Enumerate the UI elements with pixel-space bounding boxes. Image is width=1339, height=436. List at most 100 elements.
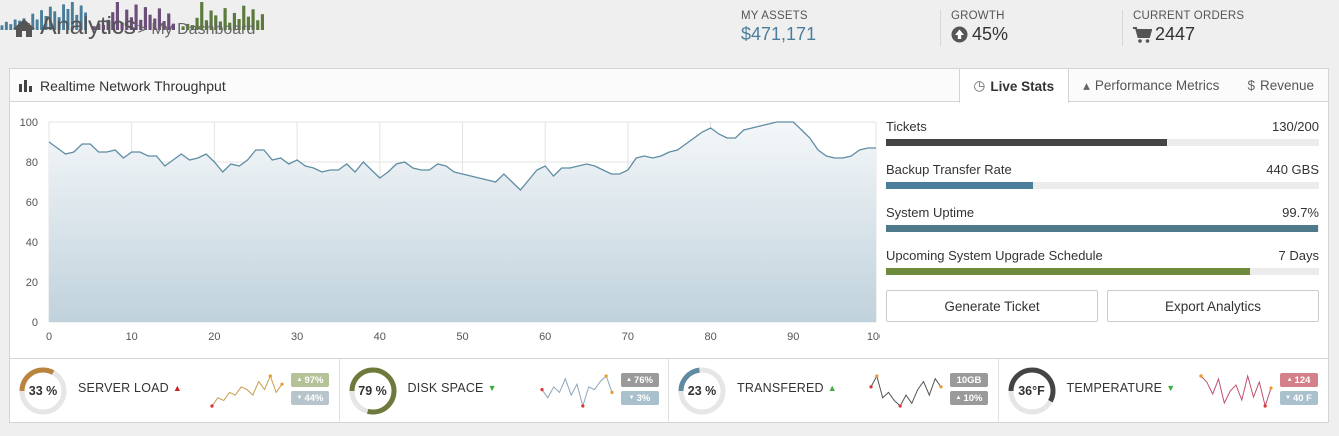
footer-temperature: 36°F TEMPERATURE ▼ ▲ 124 ▼ 40 F (999, 359, 1329, 423)
tab-revenue[interactable]: $ Revenue (1233, 69, 1328, 102)
header-bar (200, 2, 204, 30)
badge-text: 44% (304, 392, 324, 404)
header-bar (232, 12, 236, 30)
badge-text: 10% (963, 392, 983, 404)
header-bar (256, 20, 260, 30)
transfered-sparkline (869, 374, 943, 408)
triangle-up-icon: ▲ (827, 383, 837, 393)
divider (1122, 10, 1123, 46)
throughput-panel: Realtime Network Throughput ◷ Live Stats… (9, 68, 1329, 423)
triangle-up-icon: ▲ (172, 383, 182, 393)
triangle-up-icon: ▲ (296, 377, 303, 383)
metric-upgrade-schedule: Upcoming System Upgrade Schedule 7 Days (886, 248, 1319, 291)
header-bar (40, 10, 43, 30)
bar-chart-icon (19, 80, 32, 92)
server-load-sparkline (210, 374, 284, 408)
header-bar (246, 16, 250, 30)
generate-ticket-button[interactable]: Generate Ticket (886, 290, 1098, 322)
progress-track (886, 139, 1319, 146)
tab-live-stats[interactable]: ◷ Live Stats (958, 69, 1070, 103)
badge-text: 40 F (1292, 392, 1312, 404)
x-tick-label: 60 (539, 331, 551, 343)
footer-label: TRANSFERED ▲ (737, 381, 837, 395)
badge-high: ▲ 124 (1279, 373, 1318, 387)
disk-space-sparkline (539, 374, 614, 408)
y-tick-label: 100 (20, 117, 38, 129)
tab-label: Live Stats (990, 78, 1055, 94)
header-bar (31, 13, 35, 30)
sparkline-path (1200, 374, 1271, 408)
home-icon (13, 19, 35, 37)
badges: ▲ 124 ▼ 40 F (1279, 373, 1318, 409)
header-bar (35, 19, 39, 30)
brand[interactable]: Analytics > My Dashboard (12, 12, 255, 41)
header-bar (195, 17, 199, 30)
header-bar (92, 26, 97, 30)
growth-bar-sparkline (92, 2, 176, 31)
divider (940, 10, 941, 46)
progress-track (886, 182, 1319, 189)
header-bar (144, 7, 148, 31)
footer-label: DISK SPACE ▼ (408, 381, 497, 395)
ring-progress (1008, 367, 1055, 415)
metric-value: 440 GBS (1266, 162, 1319, 177)
stat-current-orders: CURRENT ORDERS 2447 (1133, 10, 1244, 50)
disk-space-ring (349, 367, 396, 415)
sparkline-max-dot (875, 374, 879, 378)
header-bar (111, 12, 115, 30)
badge-low: ▼ 40 F (1279, 391, 1318, 405)
header-bar (53, 11, 57, 31)
arrow-up-circle-icon (951, 26, 968, 43)
ring-progress (678, 367, 726, 415)
stat-my-assets: MY ASSETS $471,171 (741, 10, 816, 50)
progress-fill (886, 139, 1168, 146)
sparkline-path (541, 375, 612, 408)
header-bar (167, 13, 171, 31)
header-bar (130, 17, 134, 30)
triangle-up-icon: ▲ (955, 395, 962, 401)
triangle-down-icon: ▼ (1285, 395, 1291, 401)
action-buttons: Generate Ticket Export Analytics (886, 290, 1319, 322)
sparkline-end-dot (939, 385, 943, 389)
header-bar (75, 14, 79, 30)
y-tick-label: 20 (26, 277, 38, 289)
sparkline-start-dot (869, 385, 873, 389)
triangle-up-icon: ▲ (1286, 377, 1293, 383)
triangle-down-icon: ▼ (628, 395, 635, 401)
header-bar (237, 19, 241, 30)
badges: ▲ 76% ▼ 3% (620, 373, 659, 409)
metric-label: Backup Transfer Rate (886, 162, 1012, 177)
sparkline-end-dot (609, 390, 614, 394)
stat-growth: GROWTH 45% (951, 10, 1008, 50)
header-bar (0, 25, 4, 30)
header-bar (190, 25, 194, 30)
header: Analytics > My Dashboard MY ASSETS $471,… (0, 0, 1339, 62)
triangle-down-icon: ▼ (1166, 383, 1176, 393)
progress-fill (886, 225, 1318, 232)
header-bar (242, 5, 246, 30)
footer-label: TEMPERATURE ▼ (1067, 381, 1176, 395)
footer-disk-space: 79 % DISK SPACE ▼ ▲ 76% ▼ 3% (340, 359, 669, 423)
header-bar (186, 23, 190, 30)
tab-label: Revenue (1259, 78, 1314, 93)
stat-value: $471,171 (741, 24, 816, 45)
tab-performance-metrics[interactable]: ▴ Performance Metrics (1069, 69, 1233, 102)
header-bar (97, 23, 101, 30)
y-tick-label: 0 (32, 317, 38, 329)
footer-transfered: 23 % TRANSFERED ▲ 10GB ▲ 10% (669, 359, 999, 423)
progress-track (886, 225, 1319, 232)
header-bar (57, 17, 61, 30)
panel-title-text: Realtime Network Throughput (40, 78, 226, 94)
export-analytics-button[interactable]: Export Analytics (1107, 290, 1319, 322)
x-tick-label: 80 (704, 331, 716, 343)
badge-text: 97% (304, 374, 324, 386)
progress-fill (886, 182, 1034, 189)
header-bar (260, 14, 264, 30)
sparkline-min-dot (580, 404, 584, 408)
footer-label-text: SERVER LOAD (78, 381, 169, 395)
ring-value: 79 % (358, 384, 387, 398)
x-tick-label: 50 (456, 331, 468, 343)
footer-label-text: TEMPERATURE (1066, 381, 1163, 395)
badge-low: ▼ 44% (291, 391, 329, 405)
header-bar (251, 9, 255, 30)
